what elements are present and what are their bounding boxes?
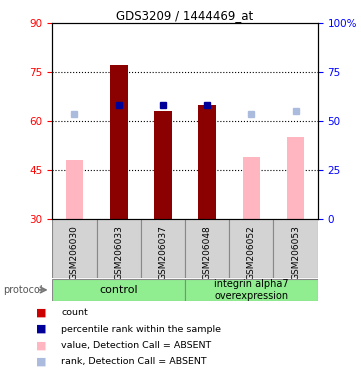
Bar (154, 111, 172, 219)
Bar (198, 104, 216, 219)
Bar (66, 160, 83, 219)
Bar (274, 219, 318, 278)
Bar (185, 219, 229, 278)
Text: ■: ■ (36, 356, 47, 366)
Text: GSM206048: GSM206048 (203, 225, 212, 280)
Text: GSM206030: GSM206030 (70, 225, 79, 280)
Text: GSM206037: GSM206037 (158, 225, 168, 280)
Text: value, Detection Call = ABSENT: value, Detection Call = ABSENT (61, 341, 212, 350)
Bar (97, 219, 141, 278)
Bar (52, 279, 185, 301)
Text: GSM206033: GSM206033 (114, 225, 123, 280)
Text: GSM206053: GSM206053 (291, 225, 300, 280)
Text: control: control (99, 285, 138, 295)
Bar (52, 219, 97, 278)
Text: ■: ■ (36, 308, 47, 318)
Bar (203, 104, 211, 219)
Bar (185, 279, 318, 301)
Text: rank, Detection Call = ABSENT: rank, Detection Call = ABSENT (61, 357, 207, 366)
Text: ■: ■ (36, 340, 47, 350)
Text: protocol: protocol (4, 285, 43, 295)
Bar (243, 157, 260, 219)
Bar (110, 66, 127, 219)
Bar (287, 137, 304, 219)
Text: ■: ■ (36, 324, 47, 334)
Bar (229, 219, 274, 278)
Text: GSM206052: GSM206052 (247, 225, 256, 280)
Bar (141, 219, 185, 278)
Text: integrin alpha7
overexpression: integrin alpha7 overexpression (214, 279, 289, 301)
Title: GDS3209 / 1444469_at: GDS3209 / 1444469_at (116, 9, 254, 22)
Text: count: count (61, 308, 88, 318)
Bar (159, 111, 167, 219)
Text: percentile rank within the sample: percentile rank within the sample (61, 324, 221, 334)
